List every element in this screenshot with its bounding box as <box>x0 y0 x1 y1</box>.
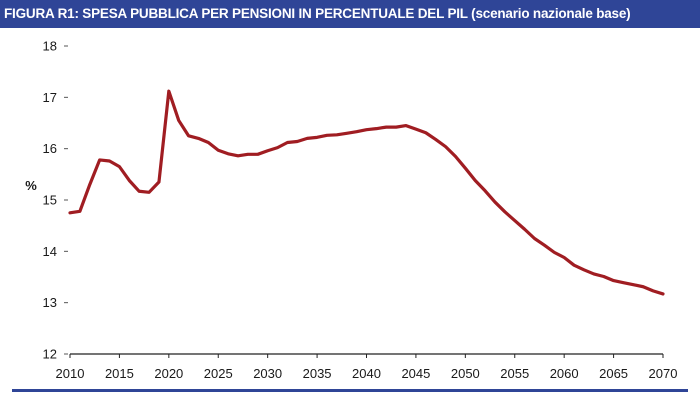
x-tick-label: 2030 <box>253 366 282 381</box>
x-tick-label: 2040 <box>352 366 381 381</box>
y-tick-label: 12 <box>43 347 57 362</box>
y-axis: 12 13 14 15 16 17 18 <box>43 39 68 362</box>
x-tick-label: 2025 <box>204 366 233 381</box>
series-line <box>68 89 665 296</box>
x-axis: 2010 2015 2020 2025 2030 2035 2040 2045 2050 2055… <box>56 353 678 381</box>
y-tick-label: 18 <box>43 39 57 54</box>
figure-title: FIGURA R1: SPESA PUBBLICA PER PENSIONI I… <box>0 0 700 28</box>
y-tick-label: 15 <box>43 193 57 208</box>
x-tick-label: 2045 <box>401 366 430 381</box>
bottom-rule <box>12 389 688 392</box>
x-tick-label: 2060 <box>550 366 579 381</box>
x-tick-label: 2020 <box>154 366 183 381</box>
y-tick-label: 16 <box>43 141 57 156</box>
y-tick-label: 14 <box>43 244 57 259</box>
x-tick-label: 2010 <box>56 366 85 381</box>
x-tick-label: 2035 <box>303 366 332 381</box>
y-tick-label: 13 <box>43 295 57 310</box>
x-tick-label: 2070 <box>649 366 678 381</box>
x-tick-label: 2065 <box>599 366 628 381</box>
x-tick-label: 2015 <box>105 366 134 381</box>
y-axis-label: % <box>25 178 37 193</box>
x-tick-label: 2055 <box>500 366 529 381</box>
series-layer <box>68 89 665 296</box>
y-tick-label: 17 <box>43 90 57 105</box>
x-tick-label: 2050 <box>451 366 480 381</box>
